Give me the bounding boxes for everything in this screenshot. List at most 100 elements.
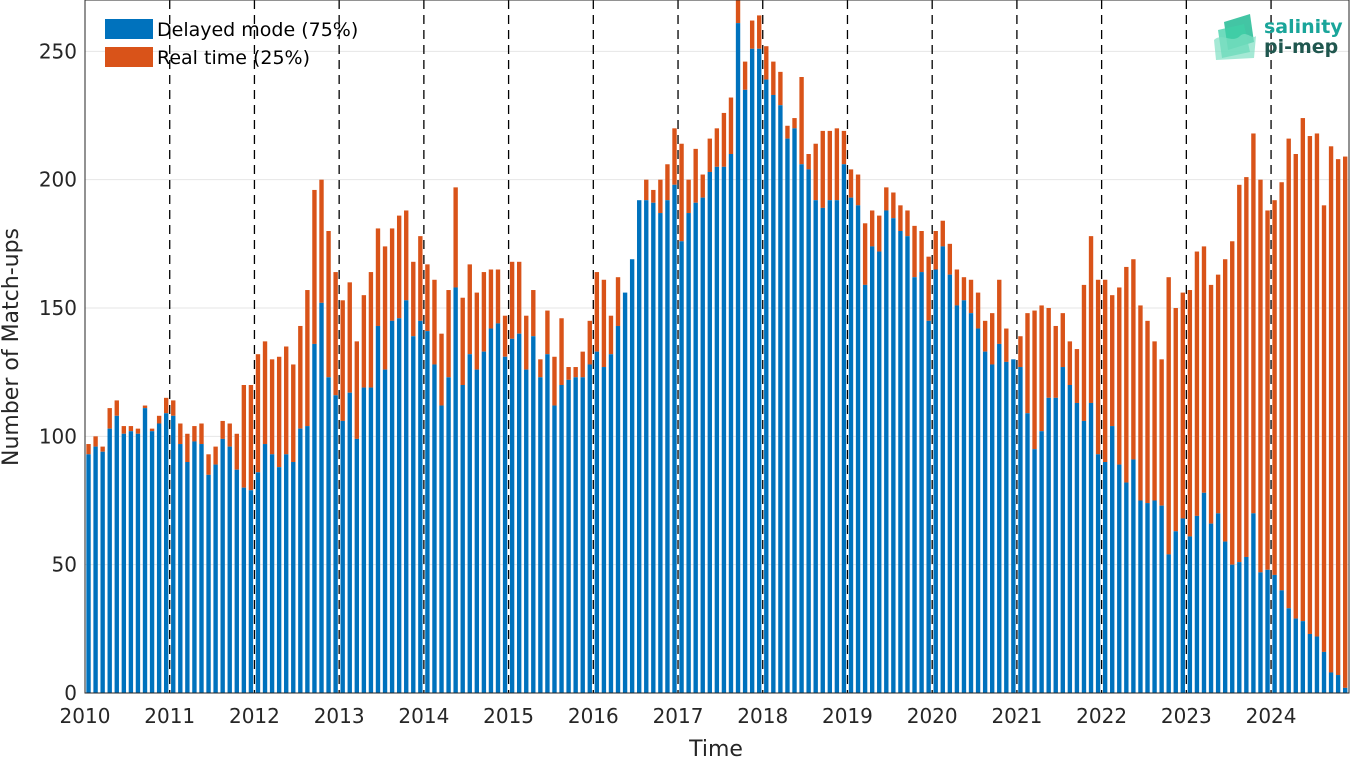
bar-realtime: [700, 174, 705, 198]
bar-delayed: [1201, 492, 1207, 693]
bar-realtime: [474, 292, 480, 370]
bar-delayed: [389, 320, 395, 693]
bar-delayed: [905, 236, 910, 693]
axes: [84, 0, 1350, 694]
bar-realtime: [411, 261, 416, 337]
bar-delayed: [869, 246, 875, 693]
x-tick-label: 2021: [991, 704, 1042, 728]
bar-delayed: [749, 48, 755, 694]
bar-realtime: [206, 454, 211, 475]
bar-realtime: [813, 143, 818, 201]
bar-realtime: [799, 77, 804, 165]
bar-delayed: [411, 336, 416, 693]
bar-realtime: [749, 20, 755, 49]
bar-delayed: [651, 202, 656, 693]
bar-realtime: [771, 61, 776, 95]
bar-delayed: [86, 454, 91, 693]
bar-delayed: [1074, 402, 1080, 693]
bar-delayed: [333, 395, 338, 693]
bar-delayed: [559, 385, 564, 693]
bar-realtime: [912, 225, 917, 278]
bar-delayed: [1237, 562, 1242, 693]
bar-realtime: [1173, 308, 1178, 532]
bar-delayed: [241, 487, 247, 693]
bar-realtime: [877, 215, 882, 252]
bar-realtime: [185, 433, 190, 462]
bar-realtime: [121, 426, 127, 434]
bar-realtime: [467, 264, 472, 355]
bar-realtime: [502, 315, 508, 357]
bar-delayed: [1335, 675, 1341, 693]
bar-realtime: [975, 292, 981, 329]
bar-delayed: [1293, 618, 1298, 693]
bar-realtime: [418, 236, 423, 321]
bar-delayed: [644, 200, 649, 693]
bar-delayed: [1307, 633, 1313, 693]
bar-delayed: [552, 405, 557, 693]
bar-realtime: [1004, 328, 1009, 362]
bar-delayed: [1032, 449, 1037, 693]
bar-realtime: [587, 320, 592, 365]
bar-delayed: [954, 305, 960, 693]
bar-realtime: [898, 205, 903, 231]
bar-realtime: [757, 15, 762, 49]
bar-realtime: [404, 210, 409, 301]
bar-realtime: [149, 428, 155, 432]
bar-delayed: [1328, 672, 1334, 693]
bar-realtime: [997, 279, 1002, 344]
bar-realtime: [460, 297, 465, 385]
bar-realtime: [1060, 313, 1065, 368]
bar-realtime: [164, 397, 169, 414]
bar-realtime: [827, 130, 833, 201]
bar-realtime: [1102, 279, 1108, 462]
bar-delayed: [1194, 515, 1200, 693]
x-tick-label: 2019: [822, 704, 873, 728]
bar-delayed: [778, 105, 783, 693]
bar-realtime: [156, 415, 162, 424]
bar-delayed: [658, 213, 663, 694]
bar-realtime: [128, 426, 134, 432]
bar-delayed: [841, 164, 847, 693]
bar-delayed: [1011, 359, 1016, 693]
bar-realtime: [1279, 182, 1284, 591]
bar-realtime: [1074, 349, 1080, 403]
bar-delayed: [587, 364, 592, 693]
bar-realtime: [241, 385, 247, 488]
x-tick-label: 2015: [483, 704, 534, 728]
year-dividers: [169, 0, 1272, 693]
bar-realtime: [608, 315, 614, 355]
bar-realtime: [651, 189, 656, 203]
bar-realtime: [947, 243, 953, 275]
bar-realtime: [559, 318, 564, 385]
bar-delayed: [834, 200, 840, 693]
bar-delayed: [1215, 513, 1221, 693]
bar-realtime: [919, 231, 924, 273]
bar-realtime: [375, 228, 381, 326]
bar-realtime: [213, 446, 218, 465]
bar-realtime: [1265, 210, 1270, 570]
bar-realtime: [319, 179, 324, 303]
bar-realtime: [792, 118, 797, 129]
bar-realtime: [884, 187, 889, 211]
bar-realtime: [1180, 292, 1185, 519]
bar-realtime: [340, 300, 345, 421]
bar-realtime: [1286, 138, 1291, 609]
bar-delayed: [276, 467, 282, 693]
bar-delayed: [813, 200, 818, 693]
bar-delayed: [862, 284, 868, 693]
bar-realtime: [820, 130, 825, 208]
bar-delayed: [248, 490, 254, 693]
bar-delayed: [926, 320, 931, 693]
bar-delayed: [453, 287, 458, 693]
bar-delayed: [820, 207, 825, 693]
bar-realtime: [968, 279, 974, 314]
bar-delayed: [891, 218, 896, 693]
tick-labels: 0 50 100 150 200 250 2010 2011 2012 2013 2014 2015 2…: [39, 39, 1297, 728]
x-tick-label: 2011: [144, 704, 195, 728]
bar-delayed: [799, 164, 804, 693]
bar-realtime: [135, 428, 141, 434]
bar-delayed: [149, 431, 155, 693]
bar-delayed: [1138, 500, 1143, 693]
y-tick-label: 50: [52, 553, 77, 577]
bar-realtime: [961, 277, 967, 301]
